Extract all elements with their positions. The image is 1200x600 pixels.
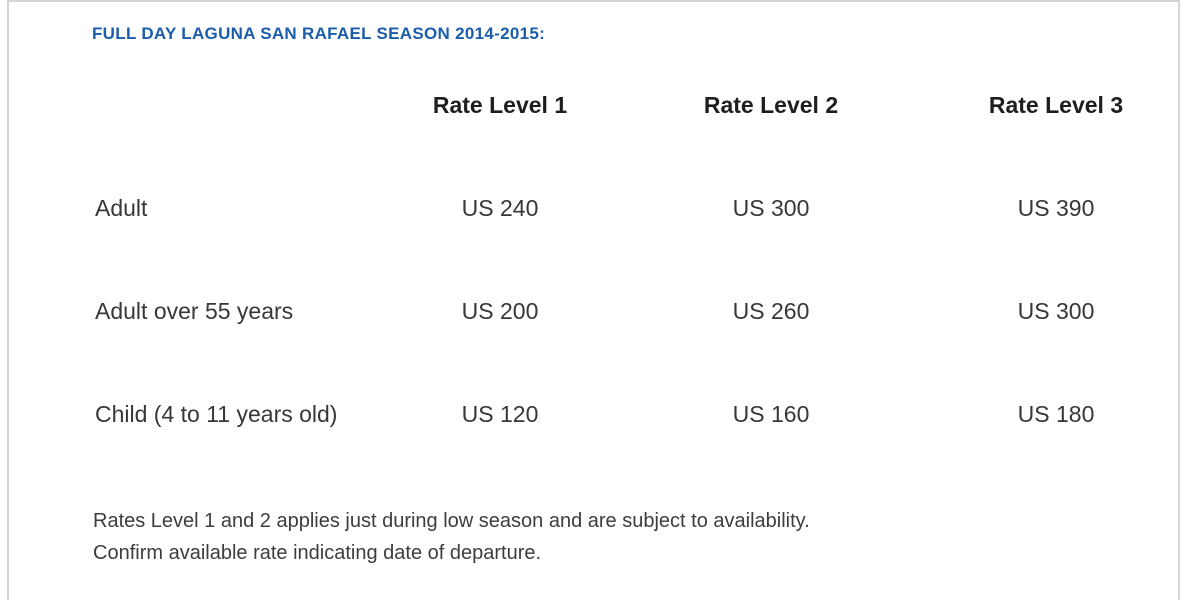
rate-child-level-3: US 180 <box>1017 401 1095 427</box>
rate-adult-level-2: US 300 <box>732 195 810 221</box>
rate-adult-level-1: US 240 <box>461 195 539 221</box>
note-line-confirm: Confirm available rate indicating date o… <box>93 542 542 564</box>
row-label-adult-over-55: Adult over 55 years <box>95 298 294 324</box>
page-title: FULL DAY LAGUNA SAN RAFAEL SEASON 2014-2… <box>92 24 546 43</box>
rate-child-level-2: US 160 <box>732 401 810 427</box>
note-line-availability: Rates Level 1 and 2 applies just during … <box>93 510 810 532</box>
rate-adult-over-55-level-1: US 200 <box>461 298 539 324</box>
rate-child-level-1: US 120 <box>461 401 539 427</box>
rate-adult-over-55-level-3: US 300 <box>1017 298 1095 324</box>
content-frame: FULL DAY LAGUNA SAN RAFAEL SEASON 2014-2… <box>7 0 1180 600</box>
rate-adult-over-55-level-2: US 260 <box>732 298 810 324</box>
rate-notes: Rates Level 1 and 2 applies just during … <box>93 505 1178 569</box>
rate-adult-level-3: US 390 <box>1017 195 1095 221</box>
column-header-rate-level-3: Rate Level 3 <box>988 92 1124 118</box>
row-label-child: Child (4 to 11 years old) <box>95 401 338 427</box>
row-label-adult: Adult <box>95 195 148 221</box>
rates-table: Rate Level 1 Rate Level 2 Rate Level 3 A… <box>95 91 1178 503</box>
column-header-rate-level-1: Rate Level 1 <box>432 92 568 118</box>
column-header-rate-level-2: Rate Level 2 <box>703 92 839 118</box>
